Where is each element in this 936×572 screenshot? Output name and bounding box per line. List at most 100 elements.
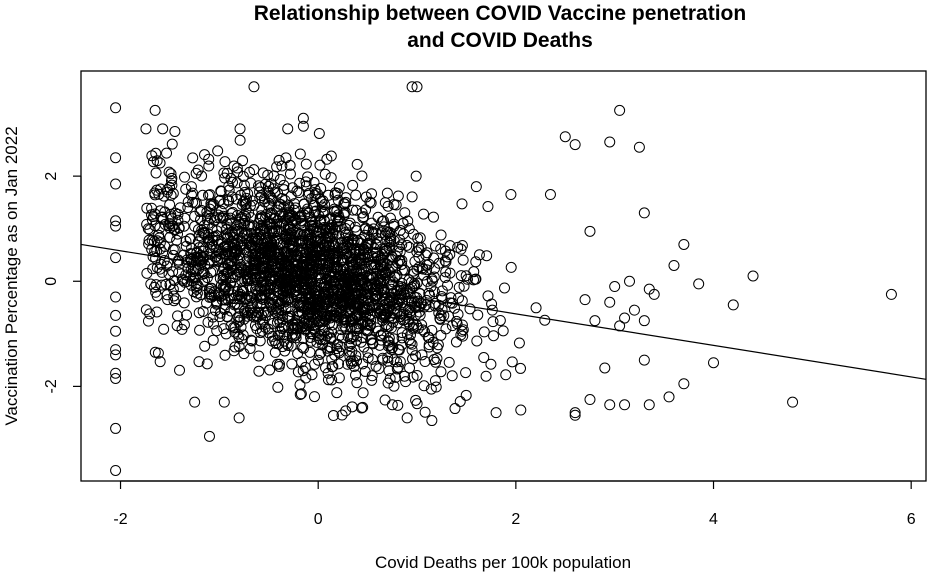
data-point [182,196,194,208]
data-point [273,154,285,166]
data-point [457,330,469,342]
data-point [253,180,265,192]
data-point [354,274,366,286]
data-point [322,231,334,243]
data-point [386,399,398,411]
data-point [727,299,739,311]
data-point [314,159,326,171]
data-point [481,250,493,262]
data-point [272,381,284,393]
data-point [322,327,334,339]
data-point [369,261,381,273]
data-point [339,198,351,210]
data-point [292,321,304,333]
data-point [678,238,690,250]
data-point [340,405,352,417]
x-tick-label: 6 [907,511,916,528]
data-point [320,362,332,374]
data-point [165,189,177,201]
data-point [231,298,243,310]
data-point [624,275,636,287]
data-point [210,230,222,242]
data-point [226,264,238,276]
data-point [140,304,152,316]
data-point [409,279,421,291]
data-point [203,430,215,442]
data-point [238,348,250,360]
data-point [158,323,170,335]
data-point [295,228,307,240]
data-point [143,238,155,250]
data-point [407,268,419,280]
data-point [392,257,404,269]
data-point [228,160,240,172]
data-point [144,308,156,320]
data-point [165,168,177,180]
data-point [214,311,226,323]
data-point [198,250,210,262]
data-point [149,346,161,358]
data-point [267,303,279,315]
data-point [216,294,228,306]
data-point [161,289,173,301]
data-point [319,168,331,180]
data-point [388,380,400,392]
data-point [265,301,277,313]
data-point [375,252,387,264]
data-point [270,337,282,349]
data-point [315,347,327,359]
data-point [194,324,206,336]
data-point [372,251,384,263]
data-point [294,379,306,391]
data-point [191,265,203,277]
data-point [410,394,422,406]
data-point [312,303,324,315]
data-point [383,336,395,348]
data-point [166,220,178,232]
data-point [392,280,404,292]
data-point [286,358,298,370]
data-point [559,131,571,143]
data-point [110,252,122,264]
data-point [885,288,897,300]
data-point [357,358,369,370]
data-point [340,314,352,326]
data-point [187,187,199,199]
data-point [314,193,326,205]
data-point [352,318,364,330]
data-point [271,316,283,328]
data-point [478,326,490,338]
data-point [693,278,705,290]
data-point [262,323,274,335]
data-point [291,291,303,303]
data-point [187,272,199,284]
data-point [427,211,439,223]
data-point [274,238,286,250]
data-point [292,348,304,360]
data-point [470,181,482,193]
data-point [184,233,196,245]
data-point [218,167,230,179]
data-point [460,367,472,379]
data-point [435,329,447,341]
data-point [220,281,232,293]
data-point [304,246,316,258]
data-point [229,341,241,353]
data-point [435,310,447,322]
data-point [297,332,309,344]
y-tick-label: 2 [43,172,60,181]
data-point [392,298,404,310]
data-point [482,290,494,302]
data-point [327,410,339,422]
data-point [231,162,243,174]
data-point [392,190,404,202]
data-point [211,225,223,237]
data-point [787,396,799,408]
data-point [276,160,288,172]
data-point [241,233,253,245]
data-point [191,283,203,295]
data-point [569,139,581,151]
data-point [323,213,335,225]
data-point [174,364,186,376]
data-point [245,334,257,346]
